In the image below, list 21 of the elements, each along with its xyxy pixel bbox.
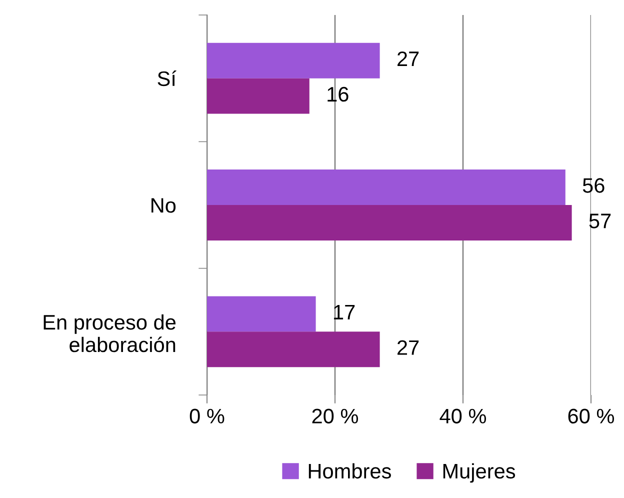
legend-label: Mujeres — [443, 463, 516, 483]
x-tick-label: 20 % — [312, 408, 358, 424]
bar — [207, 42, 380, 78]
data-label: 17 — [334, 304, 355, 320]
bar — [207, 332, 380, 368]
data-label: 27 — [398, 51, 419, 66]
x-tick-label: 0 % — [190, 408, 224, 424]
bar — [207, 296, 316, 332]
x-tick-label: 40 % — [440, 408, 486, 424]
legend-label: Hombres — [308, 463, 391, 479]
bar — [207, 170, 566, 205]
x-tick-label: 60 % — [568, 408, 614, 424]
data-label: 16 — [328, 86, 348, 102]
y-tick-label: No — [152, 198, 176, 213]
y-tick-label: En proceso de elaboración — [44, 314, 176, 352]
data-label: 56 — [582, 178, 604, 193]
y-tick-label: Sí — [158, 70, 176, 86]
data-label: 27 — [398, 340, 419, 355]
bar — [207, 205, 572, 240]
data-label: 57 — [589, 214, 611, 228]
bar — [207, 78, 310, 114]
